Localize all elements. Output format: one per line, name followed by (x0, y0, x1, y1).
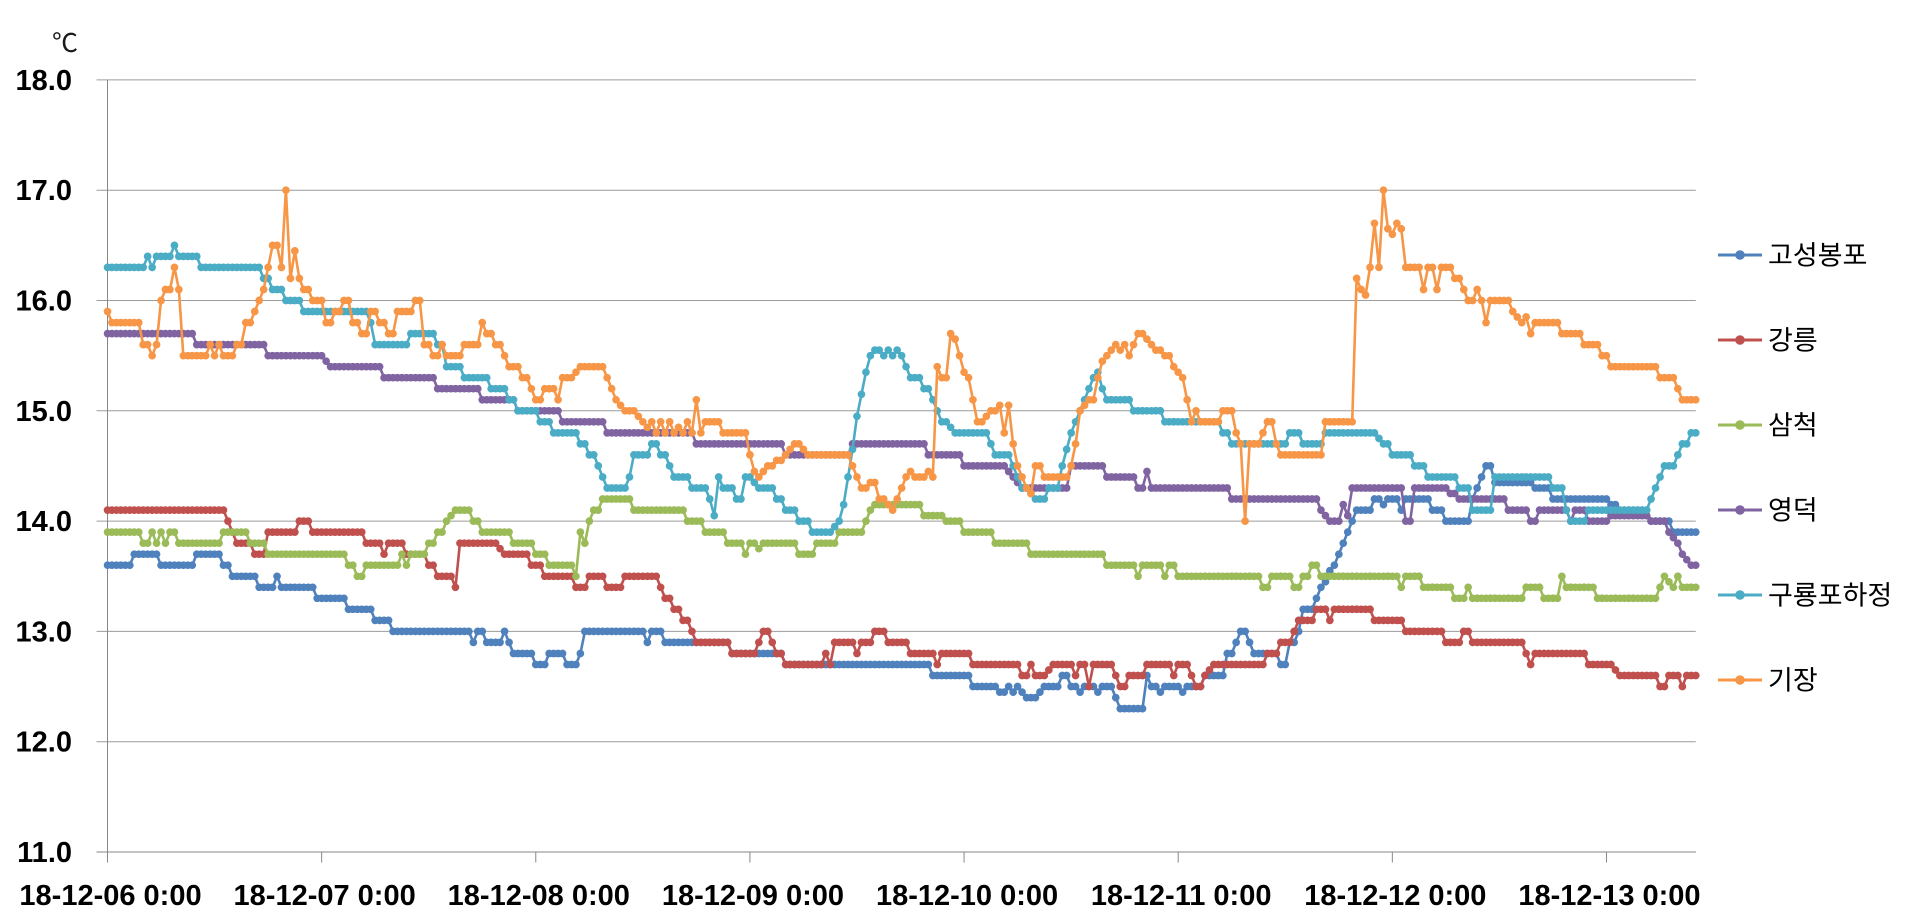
y-tick-label: 18.0 (16, 65, 72, 97)
legend-marker-dot (1735, 420, 1745, 430)
series-1 (103, 462, 1700, 713)
y-tick-label: 15.0 (16, 396, 72, 428)
y-axis-labels: 18.0 17.0 16.0 15.0 14.0 13.0 12.0 11.0 (16, 65, 72, 869)
x-tick-label: 18-12-13 0:00 (1518, 880, 1700, 912)
y-tick-label: 16.0 (16, 286, 72, 318)
y-tick-label: 12.0 (16, 727, 72, 759)
x-tick-label: 18-12-07 0:00 (234, 880, 416, 912)
x-tick-label: 18-12-10 0:00 (876, 880, 1058, 912)
legend-item-2 (1718, 327, 1817, 352)
y-tick-label: 17.0 (16, 175, 72, 207)
x-tick-label: 18-12-08 0:00 (448, 880, 630, 912)
legend-marker-dot (1735, 505, 1745, 515)
legend (1718, 242, 1889, 692)
legend-item-1 (1718, 242, 1867, 267)
legend-label (1769, 327, 1817, 352)
series-2 (103, 506, 1700, 691)
x-tick-label: 18-12-12 0:00 (1304, 880, 1486, 912)
legend-marker-dot (1735, 590, 1745, 600)
y-tick-label: 11.0 (17, 837, 72, 869)
gridlines (96, 79, 1696, 853)
series-4 (103, 329, 1700, 570)
legend-item-3 (1718, 412, 1815, 437)
series-6 (103, 186, 1700, 525)
series-markers (103, 462, 1700, 713)
legend-label (1769, 242, 1867, 267)
legend-label (1769, 582, 1889, 607)
legend-label (1769, 667, 1817, 692)
series-3 (103, 495, 1700, 603)
y-tick-label: 13.0 (16, 616, 72, 648)
x-tick-label: 18-12-09 0:00 (662, 880, 844, 912)
series-markers (103, 506, 1700, 691)
series-line (107, 497, 1696, 600)
x-tick-label: 18-12-11 0:00 (1091, 880, 1272, 912)
legend-item-4 (1718, 497, 1815, 522)
legend-marker-dot (1735, 675, 1745, 685)
y-axis-title-celsius (53, 32, 77, 53)
legend-marker-dot (1735, 335, 1745, 345)
legend-label (1769, 497, 1815, 522)
x-axis-labels: 18-12-06 0:00 18-12-07 0:00 18-12-08 0:0… (19, 880, 1700, 912)
x-tick-label: 18-12-06 0:00 (19, 880, 201, 912)
axes (96, 79, 1696, 863)
legend-item-5 (1718, 582, 1889, 607)
y-tick-label: 14.0 (16, 506, 72, 538)
series-lines (103, 186, 1700, 713)
series-5 (103, 241, 1700, 536)
legend-label (1769, 412, 1815, 437)
legend-marker-dot (1735, 250, 1745, 260)
legend-item-6 (1718, 667, 1817, 692)
series-markers (103, 495, 1700, 603)
